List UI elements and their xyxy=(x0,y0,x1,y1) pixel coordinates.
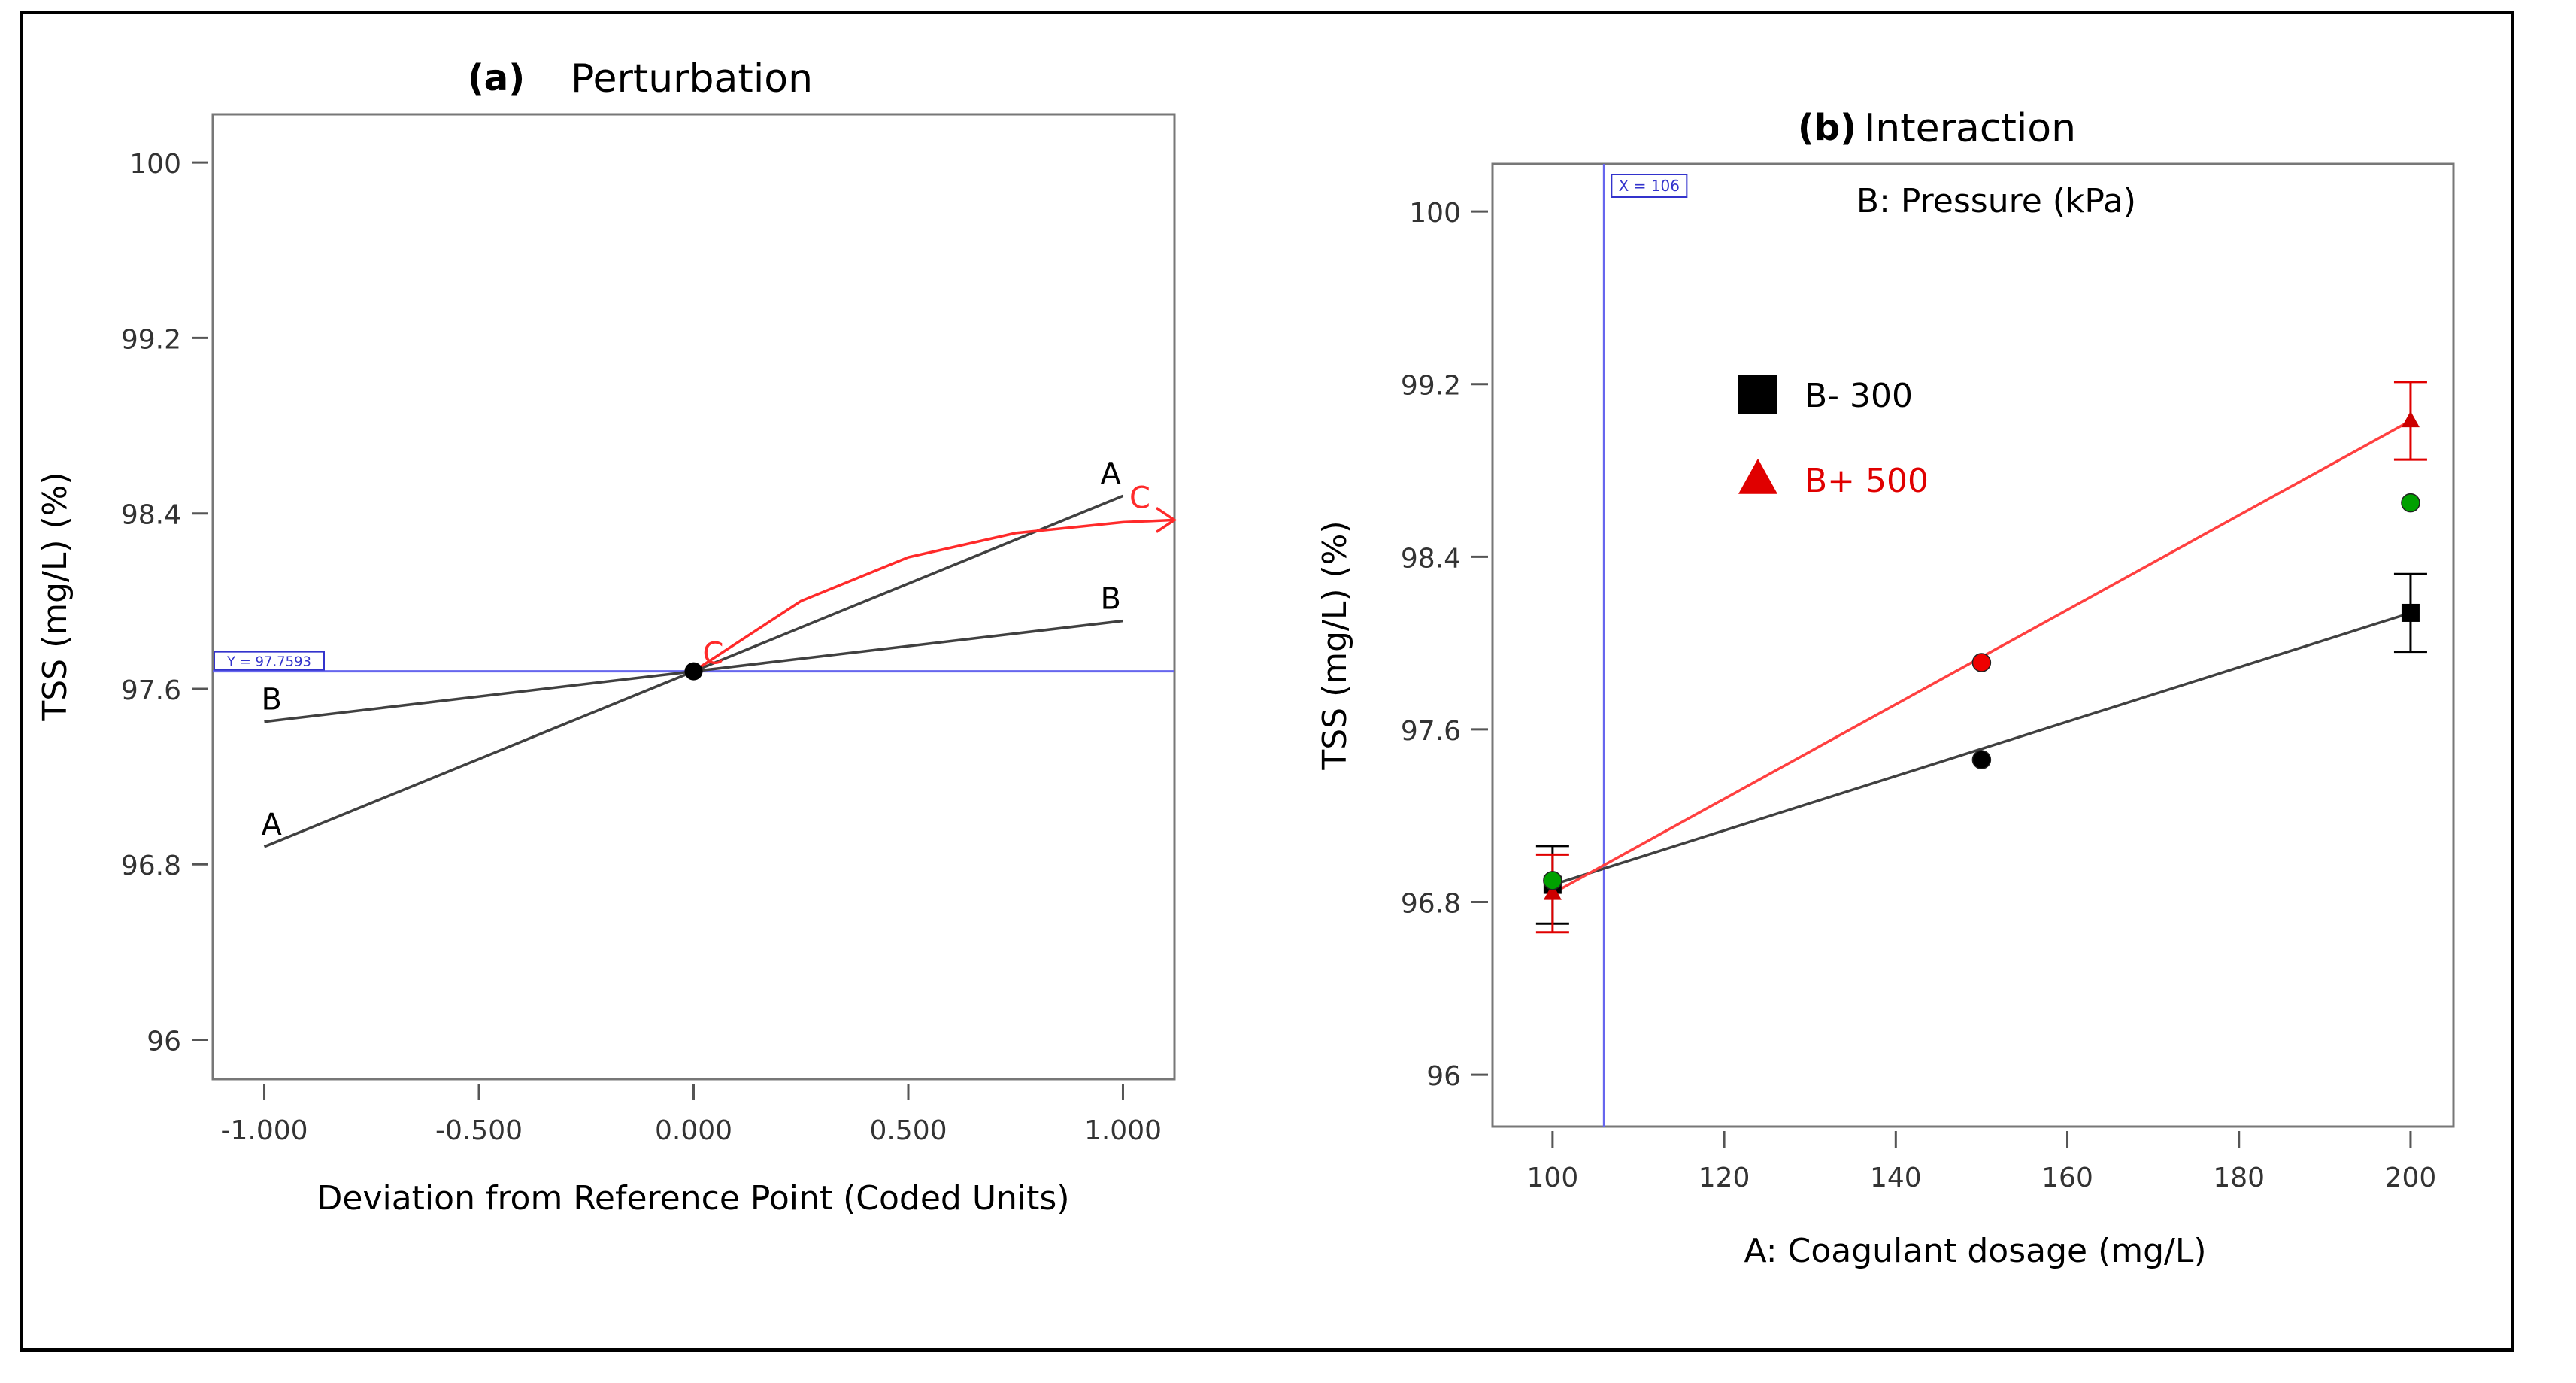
y-tick-label: 98.4 xyxy=(121,500,181,531)
panel-a-label: (a) xyxy=(468,57,525,99)
panel-b-x-axis-title: A: Coagulant dosage (mg/L) xyxy=(1744,1232,2206,1270)
panel-a: (a) Perturbation 96 96.8 97.6 98.4 99.2 100 -… xyxy=(36,56,1177,1218)
reference-label-box xyxy=(1611,174,1688,198)
series-end-label-a: A xyxy=(1100,456,1121,491)
panel-a-series: A A B B C C xyxy=(262,456,1177,848)
data-point-triangle xyxy=(2401,411,2420,428)
x-tick-label: 100 xyxy=(1527,1163,1579,1193)
x-tick-label: 1.000 xyxy=(1084,1115,1162,1146)
legend-label: B+ 500 xyxy=(1805,462,1929,500)
x-tick-label: 180 xyxy=(2213,1163,2265,1193)
reference-label: X = 106 xyxy=(1619,177,1680,195)
legend-label: B- 300 xyxy=(1805,377,1913,415)
data-point-triangle xyxy=(1543,884,1562,900)
y-tick-label: 98.4 xyxy=(1401,543,1461,574)
y-tick-label: 97.6 xyxy=(1401,716,1461,747)
panel-a-x-axis-title: Deviation from Reference Point (Coded Un… xyxy=(317,1179,1070,1218)
series-line-0 xyxy=(1552,611,2411,887)
panel-b-y-axis: 96 96.8 97.6 98.4 99.2 100 xyxy=(1401,198,1488,1092)
panel-b-title: Interaction xyxy=(1864,106,2076,151)
x-tick-label: 140 xyxy=(1870,1163,1922,1193)
panel-a-plot-area xyxy=(211,113,1176,1081)
y-tick-label: 96.8 xyxy=(1401,889,1461,920)
data-point-square xyxy=(2401,603,2420,622)
series-end-label-c: C xyxy=(1129,481,1150,515)
panel-b-reference-line: X = 106 xyxy=(1602,164,1688,1127)
panel-a-y-axis: 96 96.8 97.6 98.4 99.2 100 xyxy=(121,149,208,1057)
series-arrow-c xyxy=(1156,506,1177,533)
x-tick-label: 200 xyxy=(2385,1163,2437,1193)
figure-frame xyxy=(20,11,2514,1352)
y-tick-label: 96 xyxy=(1426,1061,1461,1092)
panel-b-plot-area xyxy=(1491,162,2455,1128)
x-tick-label: 0.500 xyxy=(869,1115,947,1146)
x-tick-label: 0.000 xyxy=(655,1115,732,1146)
x-tick-label: -1.000 xyxy=(220,1115,308,1146)
legend-marker-triangle xyxy=(1738,458,1777,494)
y-tick-label: 97.6 xyxy=(121,675,181,706)
x-tick-label: 120 xyxy=(1699,1163,1750,1193)
panel-b-y-axis-title: TSS (mg/L) (%) xyxy=(1316,520,1354,770)
x-tick-label: -0.500 xyxy=(435,1115,523,1146)
series-start-label-c: C xyxy=(703,637,724,672)
panel-b: (b) Interaction B: Pressure (kPa) 96 96.8… xyxy=(1316,106,2455,1270)
y-tick-label: 99.2 xyxy=(1401,371,1461,402)
reference-point xyxy=(684,662,703,681)
panel-b-series xyxy=(1535,381,2427,934)
design-point xyxy=(1543,871,1562,890)
y-tick-label: 99.2 xyxy=(121,324,181,355)
panel-b-x-axis: 100 120 140 160 180 200 xyxy=(1527,1131,2437,1193)
series-start-label-a: A xyxy=(262,808,283,842)
legend-marker-square xyxy=(1738,375,1777,414)
y-tick-label: 100 xyxy=(129,149,181,180)
x-tick-label: 160 xyxy=(2041,1163,2093,1193)
reference-label-box xyxy=(214,651,325,671)
design-point xyxy=(1971,653,1992,672)
panel-a-y-axis-title: TSS (mg/L) (%) xyxy=(36,472,74,721)
design-point xyxy=(1971,750,1992,769)
y-tick-label: 96 xyxy=(147,1027,181,1057)
panel-b-legend: B- 300 B+ 500 xyxy=(1738,375,1929,500)
reference-label: Y = 97.7593 xyxy=(226,654,311,670)
panel-a-title: Perturbation xyxy=(571,56,813,102)
panel-b-subtitle: B: Pressure (kPa) xyxy=(1856,182,2136,220)
y-tick-label: 100 xyxy=(1409,198,1461,229)
design-point xyxy=(2401,493,2420,513)
y-tick-label: 96.8 xyxy=(121,851,181,881)
series-line-c xyxy=(692,518,1175,673)
panel-a-x-axis: -1.000 -0.500 0.000 0.500 1.000 xyxy=(220,1084,1162,1146)
series-end-label-b: B xyxy=(1100,582,1120,617)
panel-b-label: (b) xyxy=(1798,107,1856,149)
series-start-label-b: B xyxy=(262,683,282,717)
